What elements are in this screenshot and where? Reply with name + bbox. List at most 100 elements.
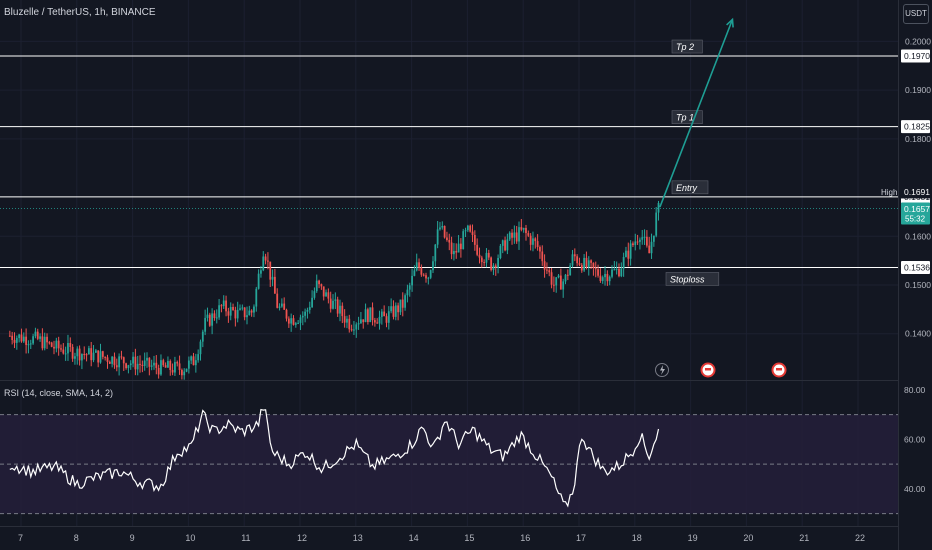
candle-body <box>25 336 28 345</box>
candle-body <box>492 265 495 270</box>
candle-body <box>618 268 620 277</box>
candle-body <box>469 225 472 232</box>
last-price-value: 0.1657 <box>904 204 930 214</box>
time-tick: 9 <box>130 533 135 543</box>
candle-body <box>625 250 627 257</box>
rsi-tick: 80.00 <box>904 385 926 395</box>
candle-body <box>566 274 569 276</box>
candle-body <box>608 276 611 282</box>
candle-body <box>497 258 499 268</box>
candle-body <box>118 356 121 368</box>
candle-body <box>585 257 588 267</box>
rsi-series <box>9 408 660 508</box>
candle-body <box>432 261 434 271</box>
candle-body <box>260 270 262 274</box>
candle-body <box>313 291 316 298</box>
candle-body <box>532 238 534 245</box>
candle-body <box>81 354 83 361</box>
candle-body <box>83 354 86 356</box>
candle-body <box>315 280 318 292</box>
candle-body <box>613 269 616 271</box>
candle-body <box>480 257 483 263</box>
candle-body <box>253 306 255 313</box>
currency-button[interactable]: USDT <box>903 4 929 24</box>
candle-body <box>122 357 125 364</box>
projection-line <box>659 19 734 208</box>
candle-body <box>290 318 293 324</box>
time-tick: 15 <box>464 533 474 543</box>
candle-body <box>578 263 581 265</box>
candle-body <box>346 318 348 323</box>
candle-body <box>425 275 427 279</box>
level-price-tag: 0.1825 <box>904 122 930 132</box>
event-markers[interactable] <box>655 362 787 378</box>
candle-body <box>404 295 406 308</box>
candle-body <box>85 354 88 356</box>
candle-body <box>378 316 381 324</box>
candle-body <box>552 284 555 286</box>
candle-body <box>94 350 97 353</box>
candle-body <box>439 227 441 230</box>
candle-body <box>246 315 248 318</box>
candle-body <box>320 284 323 287</box>
price-axis[interactable]: 0.2000 0.1900 0.1800 0.1600 0.1500 0.1400 High… <box>0 36 931 339</box>
candle-body <box>129 363 132 366</box>
candle-body <box>197 354 200 361</box>
candle-body <box>206 314 209 318</box>
candle-body <box>76 348 79 357</box>
candle-body <box>71 346 74 359</box>
candle-body <box>64 353 67 355</box>
candle-body <box>413 270 416 276</box>
rsi-title: RSI (14, close, SMA, 14, 2) <box>4 388 114 398</box>
candle-body <box>318 280 320 285</box>
candle-body <box>597 269 599 276</box>
candle-body <box>571 254 574 266</box>
candle-body <box>485 252 488 263</box>
candle-body <box>408 285 411 290</box>
candle-body <box>525 227 527 234</box>
candle-body <box>178 363 181 370</box>
candle-body <box>441 225 444 228</box>
candle-body <box>573 254 576 257</box>
candle-body <box>455 251 458 253</box>
candle-body <box>139 363 141 365</box>
level-label: Tp 1 <box>676 113 694 123</box>
candle-body <box>127 365 130 369</box>
candle-body <box>420 267 423 275</box>
candle-body <box>450 242 453 255</box>
candle-body <box>643 236 646 238</box>
candle-body <box>343 316 346 323</box>
candle-body <box>641 237 644 240</box>
candle-body <box>385 316 388 323</box>
time-axis[interactable]: 7 8 9 10 11 12 13 14 15 16 17 18 19 20 21 22 <box>18 533 865 543</box>
candle-body <box>373 320 376 323</box>
candle-body <box>606 273 609 282</box>
candle-body <box>634 241 637 246</box>
candle-body <box>636 241 639 243</box>
candle-body <box>564 274 567 282</box>
rsi-axis[interactable]: 80.00 60.00 40.00 <box>904 385 926 494</box>
candle-body <box>257 273 260 289</box>
candle-body <box>366 309 369 323</box>
candle-body <box>99 351 102 363</box>
candle-body <box>336 299 339 314</box>
level-price-tag: 0.1536 <box>904 262 930 272</box>
high-label: High <box>881 188 897 197</box>
time-tick: 21 <box>799 533 809 543</box>
candle-body <box>429 270 432 278</box>
candle-body <box>87 348 90 355</box>
candle-body <box>508 232 511 240</box>
candle-body <box>90 348 93 361</box>
candle-body <box>357 323 360 325</box>
candle-body <box>348 318 351 330</box>
candle-body <box>522 227 525 230</box>
candle-body <box>241 307 244 309</box>
candle-body <box>97 350 100 363</box>
candle-body <box>464 230 467 232</box>
candle-body <box>390 306 393 312</box>
candle-body <box>325 292 327 297</box>
time-tick: 7 <box>18 533 23 543</box>
level-price-tag-bg <box>901 120 930 134</box>
candle-body <box>111 356 114 364</box>
